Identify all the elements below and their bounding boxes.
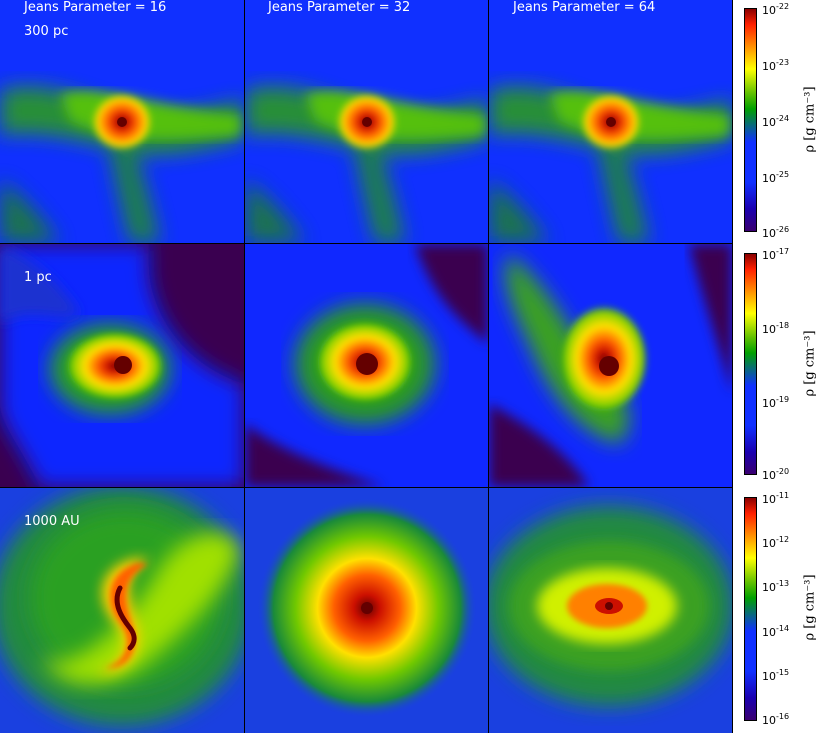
colorbar-1-tick-2: 10-23: [762, 58, 790, 73]
colorbar-3-label: ρ [g cm⁻³]: [802, 574, 818, 641]
panel-r1-c1: [0, 0, 245, 244]
colorbar-2-tick-1: 10-17: [762, 247, 790, 262]
colorbar-3-tick-5: 10-15: [762, 668, 790, 683]
colorbar-3-tick-4: 10-14: [762, 624, 790, 639]
panel-r3-c1: [0, 487, 245, 733]
column-title-2: Jeans Parameter = 32: [268, 0, 411, 15]
colorbar-1-label: ρ [g cm⁻³]: [802, 86, 818, 153]
colorbar-row-1: [744, 8, 757, 232]
panel-r3-c3: [488, 487, 733, 733]
colorbar-1-tick-3: 10-24: [762, 114, 790, 129]
colorbar-1-tick-1: 10-22: [762, 2, 790, 17]
colorbar-1-tick-5: 10-26: [762, 225, 790, 240]
colorbar-row-2: [744, 253, 757, 475]
colorbar-row-3: [744, 497, 757, 721]
colorbar-2-tick-4: 10-20: [762, 467, 790, 482]
colorbar-3-tick-6: 10-16: [762, 712, 790, 727]
scale-label-row-3: 1000 AU: [24, 514, 80, 529]
scale-label-row-2: 1 pc: [24, 270, 52, 285]
panel-r1-c3: [488, 0, 733, 244]
colorbar-2-tick-2: 10-18: [762, 321, 790, 336]
panel-r3-c2: [244, 487, 489, 733]
column-title-1: Jeans Parameter = 16: [24, 0, 167, 15]
column-title-3: Jeans Parameter = 64: [513, 0, 656, 15]
colorbar-3-tick-1: 10-11: [762, 491, 790, 506]
panel-r1-c2: [244, 0, 489, 244]
colorbar-1-tick-4: 10-25: [762, 170, 790, 185]
colorbar-3-tick-2: 10-12: [762, 535, 790, 550]
colorbar-2-label: ρ [g cm⁻³]: [802, 330, 818, 397]
panel-r2-c2: [244, 243, 489, 488]
scale-label-row-1: 300 pc: [24, 24, 69, 39]
colorbar-3-tick-3: 10-13: [762, 579, 790, 594]
colorbar-2-tick-3: 10-19: [762, 395, 790, 410]
panel-r2-c1: [0, 243, 245, 488]
panel-r2-c3: [488, 243, 733, 488]
